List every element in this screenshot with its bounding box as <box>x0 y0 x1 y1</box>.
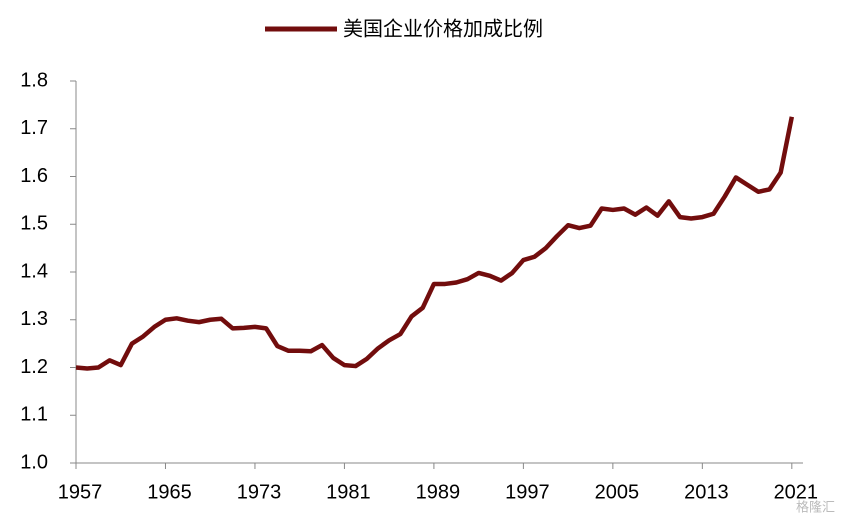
x-tick-label: 1981 <box>326 481 371 503</box>
x-tick-label: 2013 <box>684 481 729 503</box>
y-tick-label: 1.5 <box>20 213 48 235</box>
y-tick-label: 1.2 <box>20 356 48 378</box>
x-tick-label: 1989 <box>416 481 461 503</box>
x-tick-label: 2005 <box>595 481 640 503</box>
legend-label: 美国企业价格加成比例 <box>343 17 543 40</box>
x-tick-label: 1997 <box>505 481 550 503</box>
y-tick-label: 1.3 <box>20 308 48 330</box>
x-tick-label: 1957 <box>58 481 103 503</box>
x-tick-label: 1973 <box>237 481 282 503</box>
x-tick-label: 2021 <box>774 481 819 503</box>
y-tick-label: 1.8 <box>20 69 48 91</box>
y-tick-label: 1.4 <box>20 260 48 282</box>
y-tick-label: 1.6 <box>20 165 48 187</box>
y-tick-label: 1.0 <box>20 451 48 473</box>
y-tick-label: 1.1 <box>20 404 48 426</box>
watermark: 格隆汇 <box>796 499 835 514</box>
x-tick-label: 1965 <box>147 481 192 503</box>
data-line <box>75 116 795 371</box>
y-tick-label: 1.7 <box>20 117 48 139</box>
